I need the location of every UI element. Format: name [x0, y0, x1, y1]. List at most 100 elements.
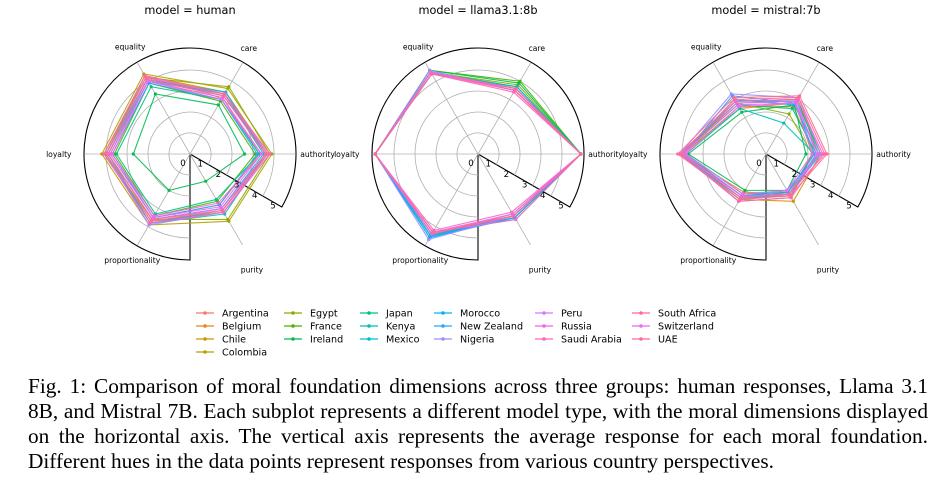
- data-point: [782, 121, 786, 125]
- legend-label: Colombia: [222, 348, 267, 359]
- radar-figure: authority care equality loyalty proportional…: [46, 4, 911, 359]
- data-point: [373, 152, 377, 156]
- radial-tick-label: 0: [468, 159, 473, 169]
- data-point: [785, 188, 789, 192]
- polar-frame: [371, 47, 585, 261]
- data-point: [243, 152, 247, 156]
- series-ireland: [131, 92, 247, 192]
- radial-tick-label: 1: [197, 160, 202, 170]
- legend-marker: [639, 311, 643, 315]
- radial-tick-label: 0: [180, 159, 185, 169]
- axis-label-loyalty: loyalty: [46, 150, 72, 159]
- data-point: [741, 192, 745, 196]
- legend-marker: [441, 337, 445, 341]
- legend-item: Peru: [535, 309, 582, 320]
- radial-tick-label: 0: [756, 159, 761, 169]
- data-point: [816, 152, 821, 156]
- legend-label: Russia: [561, 322, 592, 333]
- series-line: [103, 75, 271, 224]
- axis-label-equality: equality: [403, 42, 434, 51]
- legend-label: Mexico: [386, 335, 420, 346]
- axis-label-care: care: [241, 44, 258, 53]
- axis-label-authority: authority: [876, 150, 911, 159]
- radar-panel-3: authority care equality loyalty proportional…: [622, 4, 911, 274]
- data-point: [737, 105, 741, 109]
- data-point: [684, 152, 688, 156]
- data-point: [431, 230, 435, 234]
- legend-marker: [367, 311, 371, 315]
- legend-marker: [441, 324, 445, 328]
- radial-tick-label: 2: [792, 170, 797, 180]
- data-point: [676, 152, 680, 156]
- data-point: [787, 112, 791, 116]
- series-uae: [104, 76, 270, 223]
- legend-item: Nigeria: [434, 335, 494, 346]
- data-point: [791, 199, 795, 203]
- data-point: [255, 152, 259, 156]
- data-point: [218, 205, 223, 209]
- grid-spoke: [137, 153, 191, 246]
- series-line: [687, 104, 807, 191]
- legend-label: Kenya: [386, 322, 415, 333]
- data-point: [729, 92, 733, 96]
- legend-label: Belgium: [222, 322, 261, 333]
- legend-marker: [639, 324, 643, 328]
- radial-tick-label: 3: [810, 181, 815, 191]
- grid-spoke: [425, 62, 479, 155]
- data-point: [153, 92, 157, 96]
- data-point: [825, 152, 829, 156]
- legend-item: Russia: [535, 322, 592, 333]
- data-point: [743, 188, 747, 192]
- data-point: [108, 152, 112, 156]
- legend-item: Switzerland: [632, 322, 714, 333]
- series-colombia: [100, 72, 274, 227]
- axis-label-proportionality: proportionality: [392, 256, 448, 265]
- axis-label-authority: authority: [300, 150, 335, 159]
- series-nigeria: [104, 76, 270, 227]
- polar-frame: [83, 47, 297, 261]
- data-point: [514, 217, 518, 222]
- data-point: [427, 237, 431, 242]
- legend-label: Peru: [561, 309, 582, 320]
- legend-item: Mexico: [360, 335, 420, 346]
- series-uae: [373, 72, 583, 234]
- legend-label: South Africa: [658, 309, 716, 320]
- legend-item: France: [284, 322, 342, 333]
- radial-tick-label: 4: [252, 191, 257, 201]
- legend-item: Chile: [196, 335, 246, 346]
- radar-panel-2: authority care equality loyalty proportional…: [334, 4, 623, 274]
- data-point: [266, 152, 270, 156]
- legend-item: UAE: [632, 335, 678, 346]
- legend-label: Japan: [385, 309, 413, 320]
- data-point: [513, 88, 517, 92]
- legend-item: Ireland: [284, 335, 343, 346]
- legend-marker: [291, 324, 295, 328]
- legend-label: Chile: [222, 335, 246, 346]
- axis-label-purity: purity: [241, 265, 264, 274]
- legend-item: South Africa: [632, 309, 716, 320]
- series-line: [685, 102, 813, 195]
- axis-label-proportionality: proportionality: [680, 256, 736, 265]
- data-point: [151, 216, 155, 220]
- radial-tick-label: 1: [485, 160, 490, 170]
- data-point: [216, 103, 220, 107]
- data-point: [512, 214, 516, 218]
- legend-label: Switzerland: [658, 322, 714, 333]
- panel-title: model = mistral:7b: [711, 4, 820, 17]
- radial-tick-label: 5: [846, 202, 851, 212]
- data-point: [146, 79, 150, 83]
- radial-tick-label: 5: [270, 202, 275, 212]
- axis-label-proportionality: proportionality: [104, 256, 160, 265]
- legend-item: New Zealand: [434, 322, 523, 333]
- legend-label: Nigeria: [460, 335, 494, 346]
- legend-label: UAE: [658, 335, 678, 346]
- data-point: [114, 152, 119, 156]
- data-point: [219, 97, 224, 102]
- series-saudi-arabia: [102, 74, 272, 225]
- radar-panels: authority care equality loyalty proportional…: [46, 4, 911, 274]
- legend-marker: [203, 324, 207, 328]
- series-switzerland: [684, 101, 814, 196]
- data-point: [259, 152, 263, 156]
- legend-marker: [542, 311, 546, 315]
- axis-label-equality: equality: [691, 42, 722, 51]
